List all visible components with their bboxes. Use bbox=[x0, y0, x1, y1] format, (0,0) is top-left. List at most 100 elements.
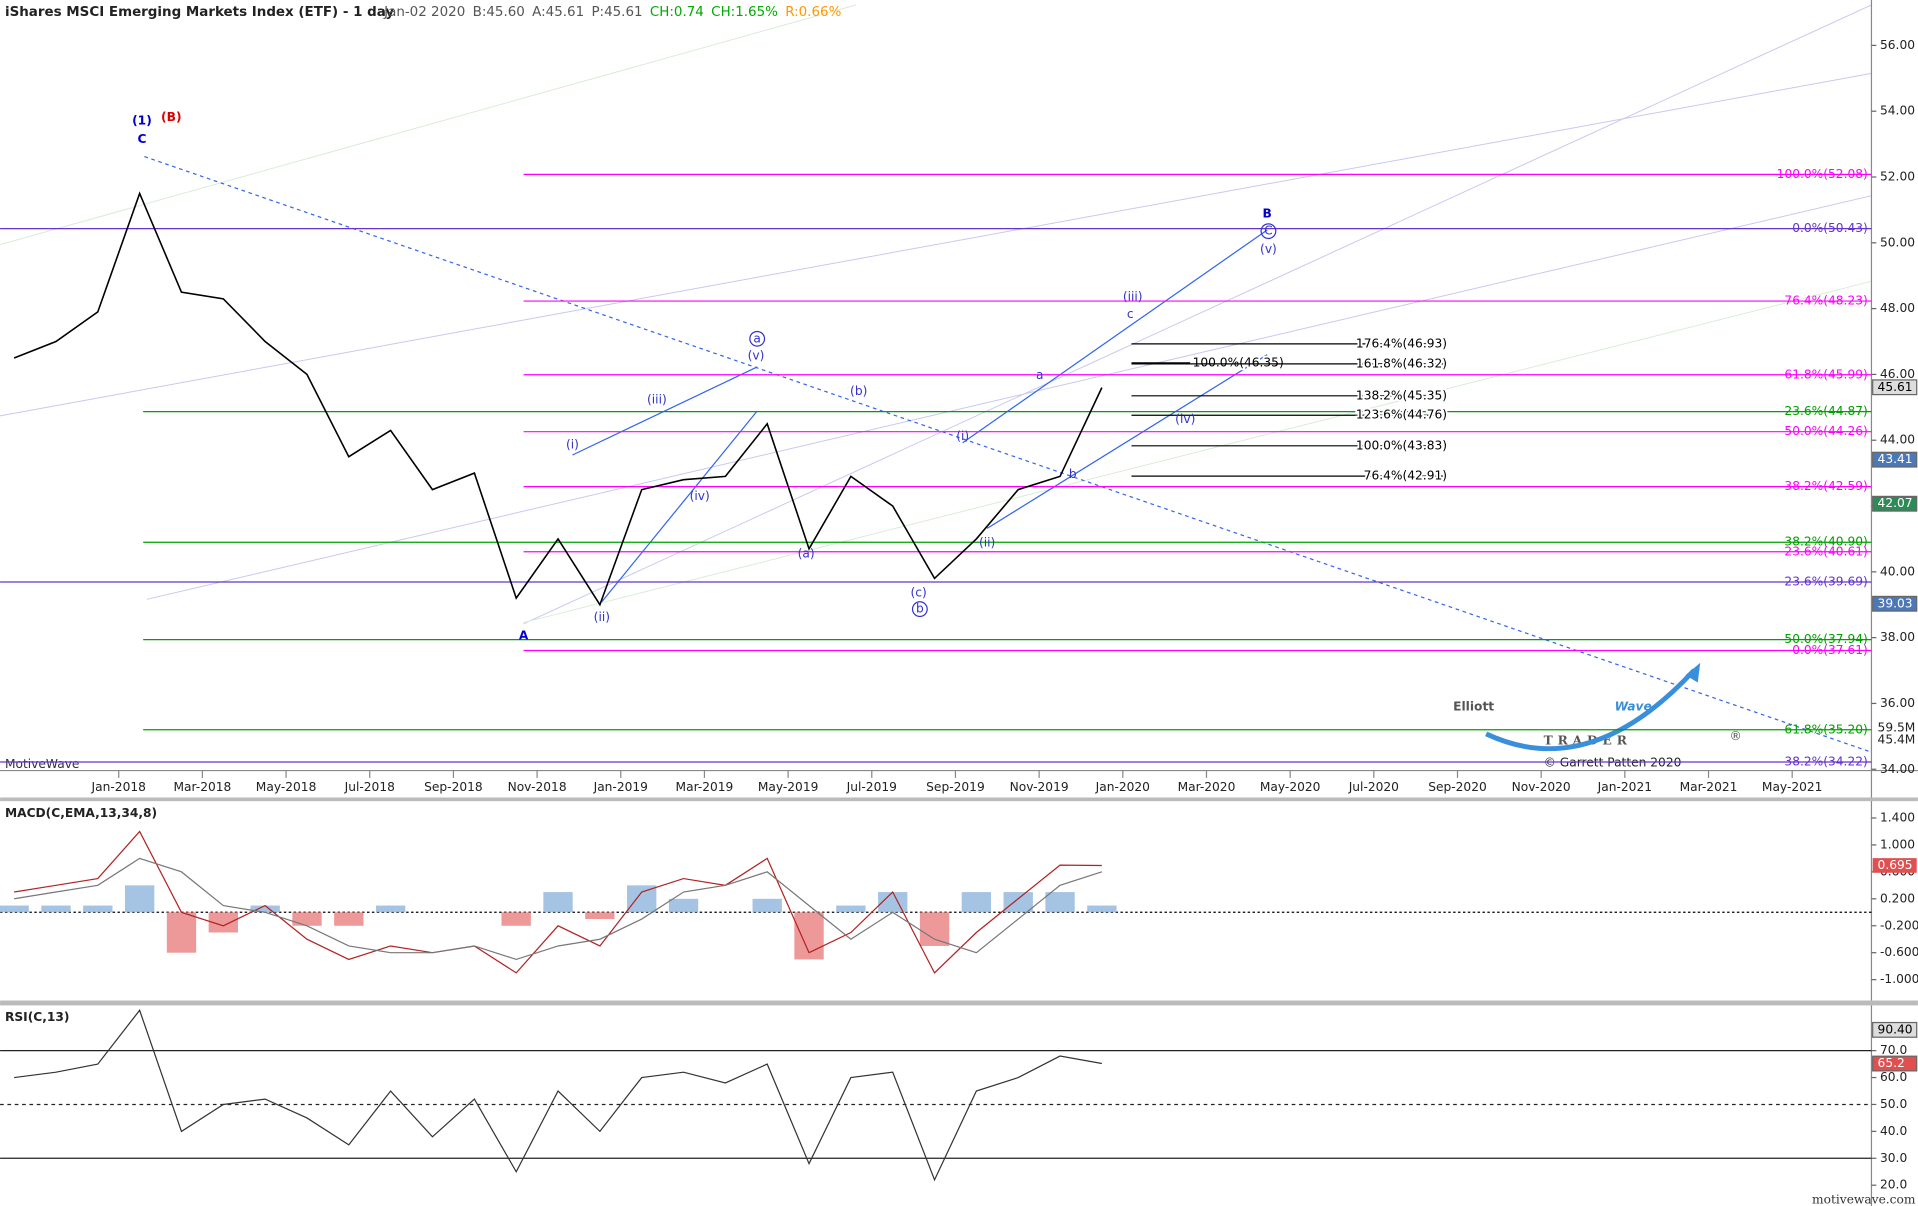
y-tick-label: 1.400 bbox=[1880, 810, 1915, 824]
separator bbox=[0, 797, 1918, 802]
wave-label: (a) bbox=[798, 547, 815, 561]
wave-label: a bbox=[1036, 368, 1044, 382]
fib-label: 23.6%(40.61) bbox=[1784, 544, 1867, 558]
histogram-bar bbox=[250, 905, 280, 913]
fib-label: 23.6%(39.69) bbox=[1784, 575, 1867, 589]
wave-label: (iv) bbox=[1175, 412, 1195, 426]
extension-label: 176.4%(46.93) bbox=[1356, 336, 1447, 350]
fib-label: 38.2%(34.22) bbox=[1784, 755, 1867, 769]
y-tick-label: 44.00 bbox=[1880, 433, 1915, 447]
fib-label: 50.0%(37.94) bbox=[1784, 632, 1867, 646]
series-line bbox=[14, 830, 1102, 974]
y-tick-label: 40.00 bbox=[1880, 564, 1915, 578]
y-tick-label: -0.600 bbox=[1880, 945, 1918, 959]
histogram-bar bbox=[543, 892, 573, 913]
panel-title: MACD(C,EMA,13,34,8) bbox=[5, 806, 157, 820]
wave-label: (iii) bbox=[647, 392, 667, 406]
x-tick-label: Mar-2018 bbox=[174, 780, 232, 794]
wave-label: C bbox=[137, 132, 146, 146]
volume-label: 45.4M bbox=[1878, 732, 1916, 746]
copyright: © Garrett Patten 2020 bbox=[1544, 756, 1682, 770]
guide-line bbox=[523, 4, 1872, 625]
logo-arrow bbox=[1685, 662, 1701, 683]
wave-label: (v) bbox=[748, 348, 765, 362]
extension-label: 100.0%(46.35) bbox=[1193, 355, 1284, 369]
x-tick-label: Jan-2021 bbox=[1597, 780, 1652, 794]
histogram-bar bbox=[1003, 892, 1033, 913]
quote-change-pct: CH:1.65% bbox=[711, 5, 778, 20]
guide-line bbox=[523, 280, 1872, 624]
wave-label: (1) bbox=[132, 114, 152, 128]
y-tick-label: 54.00 bbox=[1880, 104, 1915, 118]
wave-label: (i) bbox=[566, 438, 579, 452]
y-tick-label: 20.0 bbox=[1880, 1178, 1907, 1192]
y-tick-label: 70.0 bbox=[1880, 1043, 1907, 1057]
annotation-circle bbox=[911, 601, 928, 618]
wave-label: b bbox=[1069, 467, 1077, 481]
extension-label: 100.0%(43.83) bbox=[1356, 438, 1447, 452]
x-tick-label: Mar-2019 bbox=[676, 780, 734, 794]
wave-label: (i) bbox=[956, 429, 969, 443]
extension-label: 123.6%(44.76) bbox=[1356, 408, 1447, 422]
y-tick-label: 50.0 bbox=[1880, 1097, 1907, 1111]
histogram-bar bbox=[124, 885, 155, 913]
fib-label: 50.0%(44.26) bbox=[1784, 424, 1867, 438]
price-box bbox=[1872, 495, 1918, 512]
fib-label: 0.0%(37.61) bbox=[1792, 643, 1868, 657]
histogram-bar bbox=[919, 912, 950, 946]
histogram-bar bbox=[83, 905, 113, 913]
x-tick-label: Sep-2018 bbox=[424, 780, 483, 794]
quote-bid: B:45.60 bbox=[473, 5, 525, 20]
histogram-bar bbox=[585, 912, 615, 920]
fib-label: 23.6%(44.87) bbox=[1784, 404, 1867, 418]
x-tick-label: Jan-2018 bbox=[91, 780, 146, 794]
y-tick-label: 46.00 bbox=[1880, 367, 1915, 381]
histogram-bar bbox=[41, 905, 71, 913]
volume-label: 59.5M bbox=[1878, 720, 1916, 734]
quote-range: R:0.66% bbox=[785, 5, 841, 20]
guide-line bbox=[0, 72, 1872, 417]
wave-label: (b) bbox=[850, 384, 867, 398]
wave-label: (v) bbox=[1260, 242, 1277, 256]
histogram-bar bbox=[0, 905, 29, 913]
histogram-bar bbox=[961, 892, 992, 913]
y-tick-label: 50.00 bbox=[1880, 235, 1915, 249]
series-line bbox=[14, 1009, 1102, 1182]
histogram-bar bbox=[166, 912, 197, 953]
value-box bbox=[1872, 1055, 1918, 1072]
x-tick-label: Nov-2018 bbox=[508, 780, 567, 794]
y-tick-label: -1.000 bbox=[1880, 972, 1918, 986]
quote-date: Jan-02 2020 bbox=[383, 5, 465, 20]
y-tick-label: 56.00 bbox=[1880, 38, 1915, 52]
histogram-bar bbox=[627, 885, 657, 913]
histogram-bar bbox=[292, 912, 322, 926]
wave-label: C bbox=[1264, 224, 1273, 238]
trend-lines bbox=[144, 155, 1872, 753]
wave-label: c bbox=[1127, 307, 1134, 321]
x-tick-label: Nov-2020 bbox=[1512, 780, 1571, 794]
y-tick-label: 1.000 bbox=[1880, 837, 1915, 851]
histogram-bar bbox=[1087, 905, 1117, 913]
series-line bbox=[14, 857, 1103, 961]
x-tick-label: Jan-2019 bbox=[593, 780, 648, 794]
histogram-bar bbox=[501, 912, 531, 926]
guide-line bbox=[0, 4, 857, 246]
histogram-bar bbox=[668, 898, 699, 913]
fib-label: 76.4%(48.23) bbox=[1784, 294, 1867, 308]
logo-mark: ® bbox=[1730, 729, 1742, 743]
logo: Elliott Wave TRADER ® © Garrett Patten 2… bbox=[1453, 662, 1742, 770]
y-tick-label: -0.200 bbox=[1880, 918, 1918, 932]
x-tick-label: Sep-2019 bbox=[926, 780, 985, 794]
price-box-label: 39.03 bbox=[1878, 596, 1913, 610]
x-tick-label: May-2021 bbox=[1762, 780, 1823, 794]
panel-title: RSI(C,13) bbox=[5, 1010, 70, 1024]
trend-line bbox=[572, 366, 758, 456]
histogram-bar bbox=[1045, 892, 1075, 913]
price-box-label: 42.07 bbox=[1878, 496, 1913, 510]
trend-line bbox=[601, 410, 758, 603]
y-tick-label: 34.00 bbox=[1880, 762, 1915, 776]
fib-label: 38.2%(42.59) bbox=[1784, 479, 1867, 493]
histogram-bar bbox=[752, 898, 782, 913]
